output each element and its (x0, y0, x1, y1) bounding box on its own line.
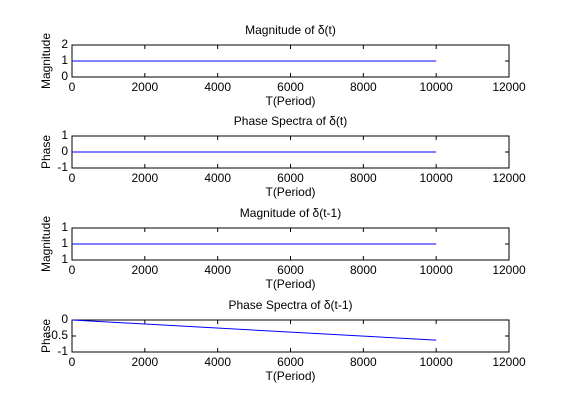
x-axis-label: T(Period) (265, 277, 315, 291)
x-axis-label: T(Period) (265, 94, 315, 108)
y-tick-label: 2 (61, 37, 68, 51)
x-tick-label: 6000 (277, 355, 304, 369)
y-tick-label: -1 (57, 160, 68, 174)
x-tick-label: 2000 (131, 355, 158, 369)
y-tick-label: 1 (61, 236, 68, 250)
subplot-title: Magnitude of δ(t-1) (240, 206, 341, 220)
x-tick-label: 2000 (131, 171, 158, 185)
subplot-title: Magnitude of δ(t) (245, 23, 336, 37)
axes-frame (71, 319, 510, 353)
y-tick-label: 1 (61, 53, 68, 67)
x-tick-label: 10000 (419, 355, 453, 369)
x-tick-label: 4000 (204, 355, 231, 369)
x-axis-label: T(Period) (265, 369, 315, 383)
y-tick-label: 0 (61, 69, 68, 83)
x-tick-label: 6000 (277, 171, 304, 185)
y-axis-label: Magnitude (39, 216, 53, 272)
x-tick-label: 4000 (204, 171, 231, 185)
x-tick-label: 0 (69, 263, 76, 277)
x-tick-label: 10000 (419, 80, 453, 94)
x-tick-label: 8000 (350, 355, 377, 369)
y-axis-label: Magnitude (39, 33, 53, 89)
y-tick-label: 1 (61, 220, 68, 234)
x-tick-label: 12000 (492, 80, 526, 94)
x-axis-label: T(Period) (265, 185, 315, 199)
x-tick-label: 8000 (350, 80, 377, 94)
y-tick-label: 1 (61, 252, 68, 266)
data-line (71, 319, 437, 341)
y-tick-label: 0 (61, 312, 68, 326)
subplot-title: Phase Spectra of δ(t) (234, 114, 347, 128)
x-tick-label: 2000 (131, 80, 158, 94)
subplot-title: Phase Spectra of δ(t-1) (228, 298, 352, 312)
x-tick-label: 4000 (204, 263, 231, 277)
x-tick-label: 6000 (277, 80, 304, 94)
x-tick-label: 12000 (492, 355, 526, 369)
x-tick-label: 0 (69, 171, 76, 185)
x-tick-label: 10000 (419, 171, 453, 185)
x-tick-label: 8000 (350, 263, 377, 277)
y-tick-label: 0 (61, 144, 68, 158)
x-tick-label: 8000 (350, 171, 377, 185)
x-tick-label: 12000 (492, 263, 526, 277)
y-axis-label: Phase (39, 135, 53, 169)
x-tick-label: 10000 (419, 263, 453, 277)
y-tick-label: -0.5 (47, 328, 68, 342)
y-tick-label: -1 (57, 344, 68, 358)
y-axis-label: Phase (39, 319, 53, 353)
y-tick-label: 1 (61, 128, 68, 142)
x-tick-label: 0 (69, 80, 76, 94)
x-tick-label: 2000 (131, 263, 158, 277)
x-tick-label: 12000 (492, 171, 526, 185)
x-tick-label: 0 (69, 355, 76, 369)
x-tick-label: 6000 (277, 263, 304, 277)
x-tick-label: 4000 (204, 80, 231, 94)
